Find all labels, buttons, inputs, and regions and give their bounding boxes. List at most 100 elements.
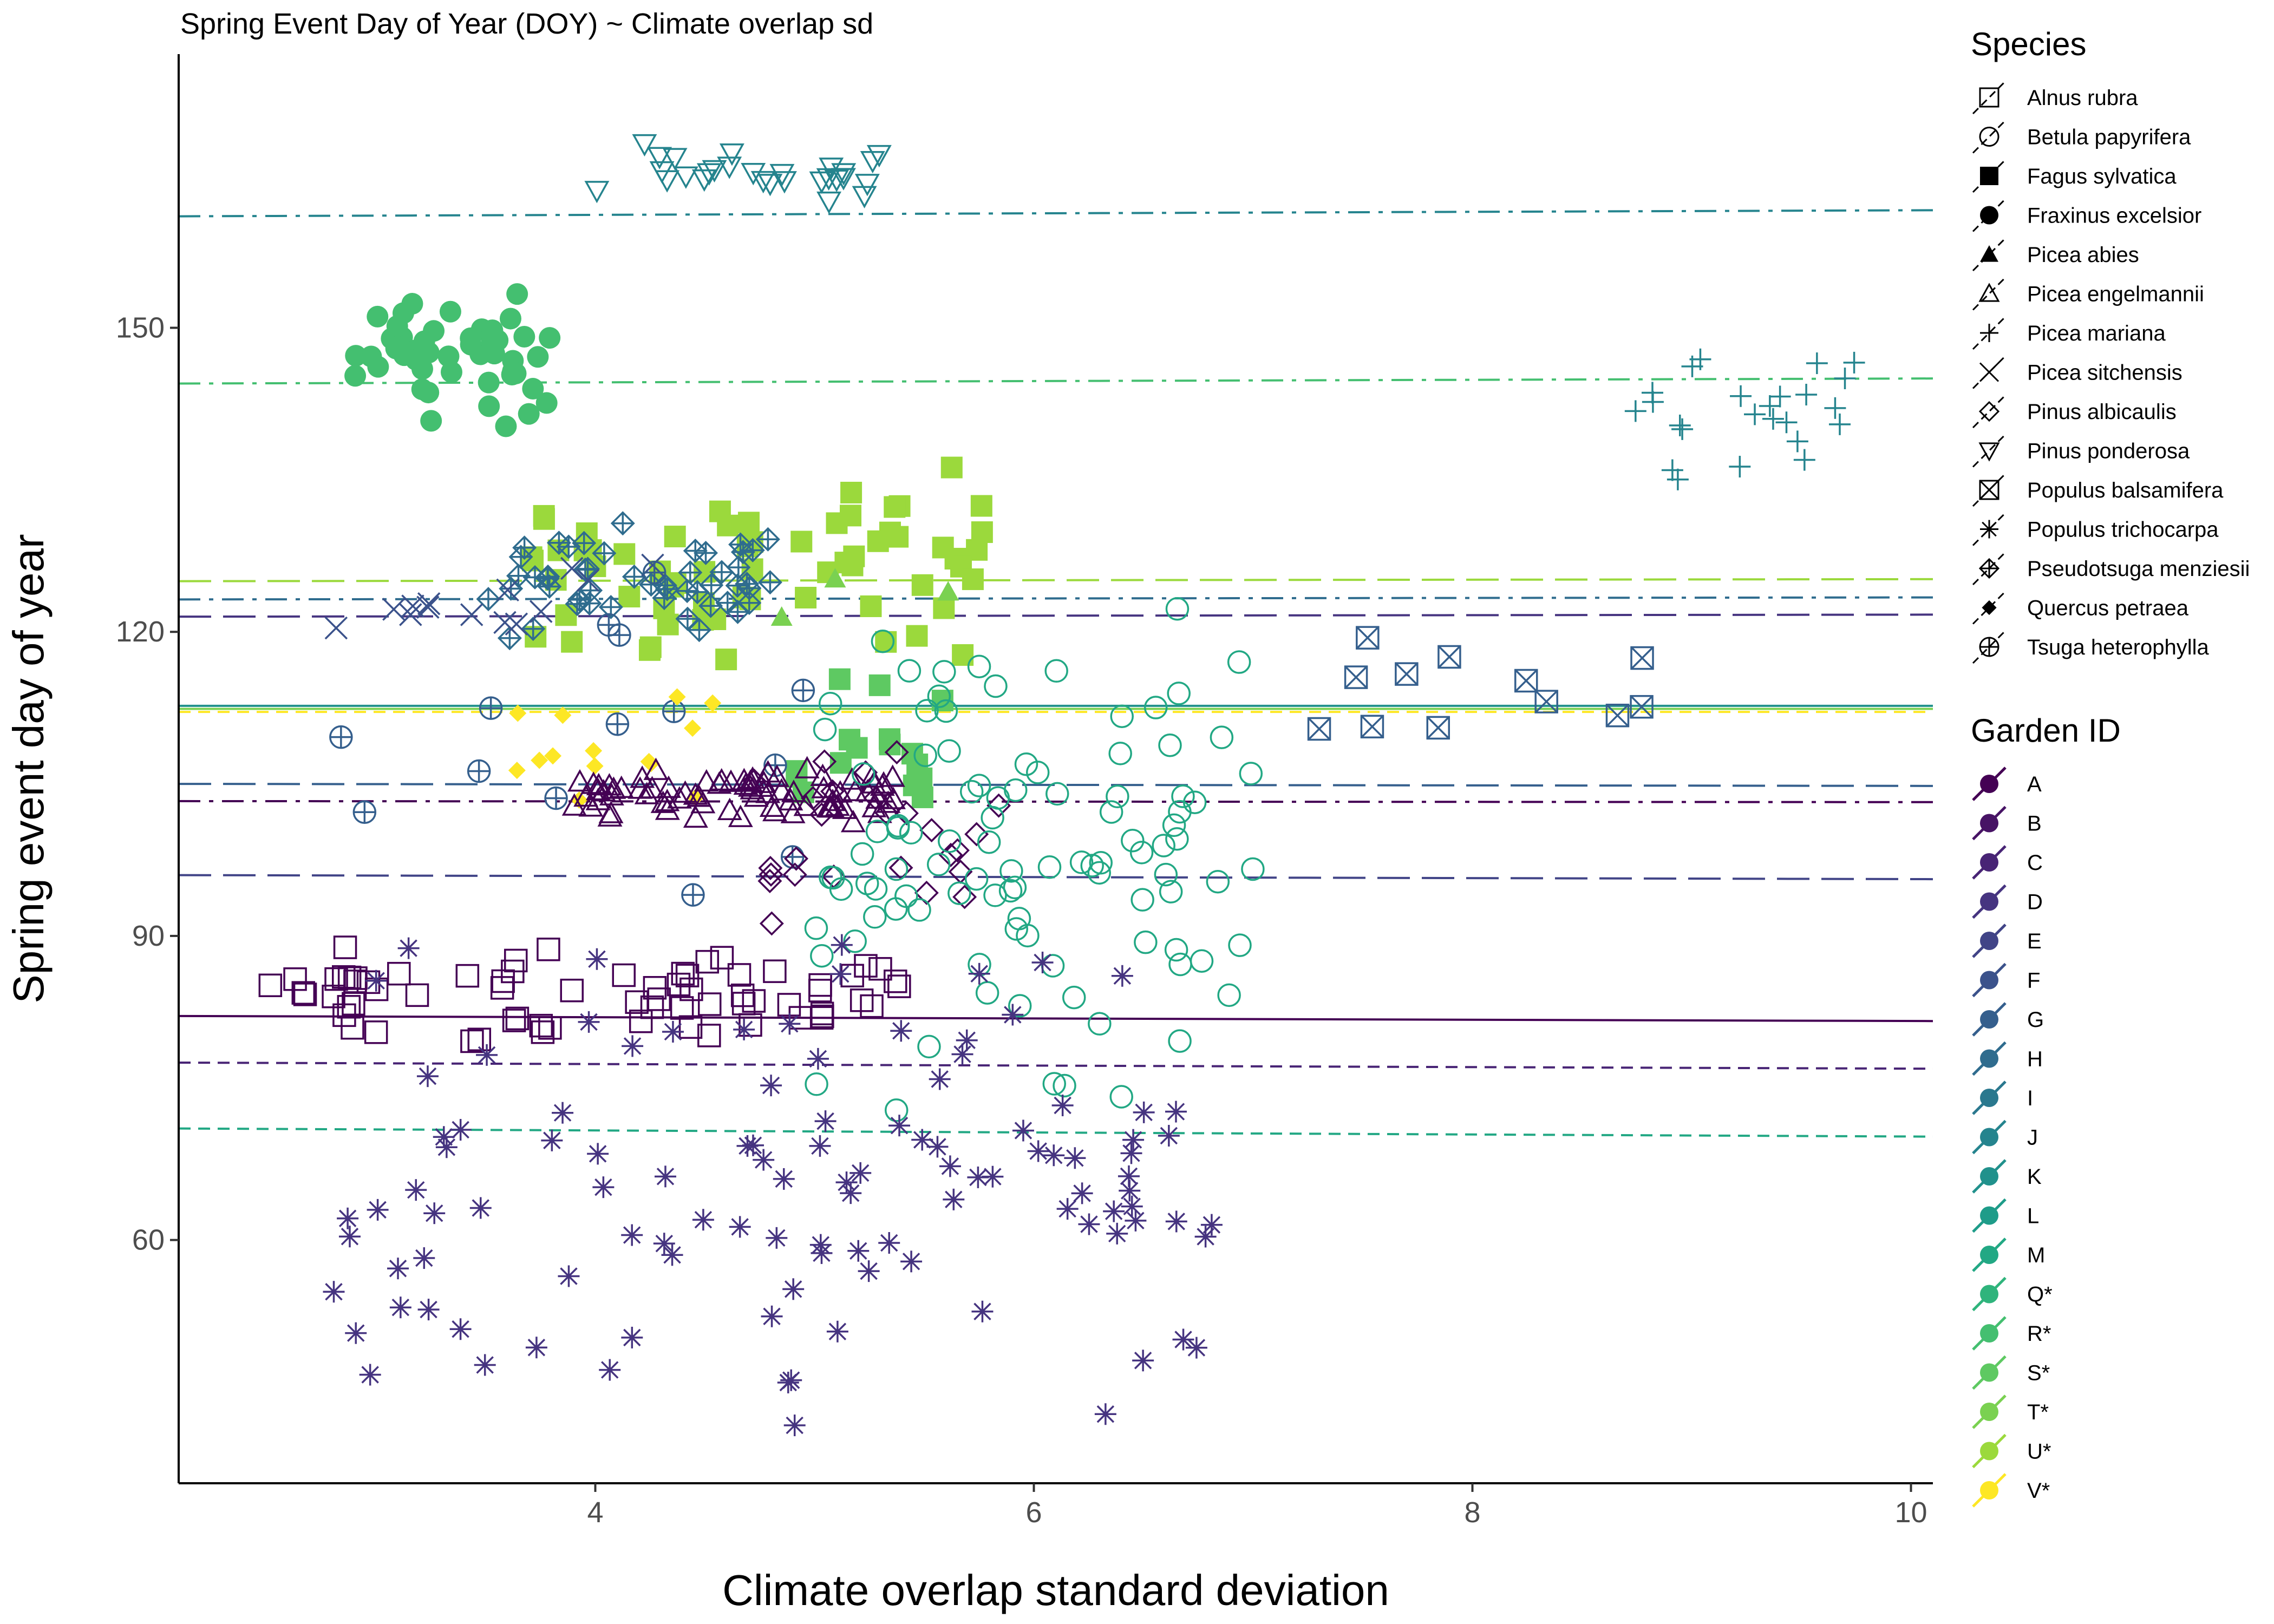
- data-point: [554, 706, 572, 724]
- data-point: [518, 403, 540, 425]
- x-axis-label: Climate overlap standard deviation: [722, 1566, 1389, 1614]
- species-legend-label: Pinus albicaulis: [2027, 400, 2177, 424]
- y-tick-label: 150: [116, 312, 165, 344]
- data-point: [1125, 1209, 1147, 1232]
- axes: [178, 54, 1933, 1484]
- data-point: [558, 1265, 580, 1287]
- data-point: [639, 572, 664, 597]
- data-point: [449, 1318, 472, 1340]
- data-point: [964, 822, 989, 847]
- data-point: [283, 967, 307, 991]
- data-point: [576, 522, 598, 545]
- data-point: [737, 591, 762, 615]
- data-point: [1162, 813, 1186, 837]
- data-point: [599, 1359, 621, 1381]
- species-legend-label: Populus trichocarpa: [2027, 518, 2219, 542]
- data-point: [887, 974, 911, 998]
- data-point: [999, 859, 1023, 883]
- data-point: [1014, 752, 1038, 776]
- data-point: [1356, 626, 1380, 650]
- data-point: [508, 762, 526, 780]
- data-point: [852, 762, 875, 786]
- data-point: [757, 570, 782, 595]
- data-point: [1004, 917, 1029, 941]
- garden-legend-label: I: [2027, 1086, 2033, 1110]
- data-point: [884, 857, 909, 881]
- data-point: [632, 134, 657, 157]
- data-point: [1003, 875, 1027, 900]
- data-point: [854, 954, 878, 978]
- data-point: [1762, 408, 1784, 430]
- species-legend-item: Picea abies: [1972, 237, 2139, 272]
- data-point: [587, 1143, 609, 1165]
- data-point: [1119, 1180, 1141, 1202]
- data-point: [843, 929, 867, 953]
- data-point: [755, 781, 781, 803]
- data-point: [932, 660, 956, 684]
- data-point: [890, 1020, 912, 1042]
- data-point: [840, 505, 862, 527]
- data-point: [1795, 383, 1818, 405]
- data-point: [576, 568, 600, 592]
- data-point: [729, 1216, 751, 1238]
- data-point: [1099, 800, 1123, 824]
- garden-legend-item: V*: [1972, 1473, 2050, 1508]
- data-point: [1168, 952, 1192, 977]
- garden-legend-label: V*: [2027, 1479, 2050, 1503]
- y-axis-label: Spring event day of year: [4, 534, 53, 1003]
- garden-legend-item: A: [1972, 767, 2042, 801]
- garden-legend-label: K: [2027, 1165, 2042, 1189]
- data-point: [420, 410, 442, 432]
- data-point: [531, 1020, 555, 1044]
- data-point: [506, 283, 528, 305]
- data-point: [1080, 854, 1104, 878]
- garden-legend-label: C: [2027, 851, 2043, 875]
- data-point: [416, 595, 440, 619]
- data-point: [324, 616, 348, 640]
- data-point: [1395, 662, 1419, 686]
- data-point: [513, 325, 535, 348]
- data-point: [727, 963, 752, 987]
- data-point: [666, 972, 691, 997]
- data-point: [411, 358, 433, 380]
- data-point: [474, 1354, 496, 1376]
- data-point: [367, 305, 389, 328]
- data-point: [469, 1197, 492, 1219]
- data-point: [914, 880, 939, 905]
- data-point: [840, 481, 862, 503]
- data-point: [634, 782, 659, 804]
- data-point: [757, 174, 783, 197]
- data-point: [780, 801, 806, 823]
- data-point: [504, 948, 528, 973]
- data-point: [840, 810, 866, 833]
- data-point: [733, 1018, 755, 1040]
- data-point: [1043, 1144, 1065, 1167]
- data-point: [917, 1034, 941, 1059]
- data-point: [1730, 385, 1752, 407]
- data-point: [718, 769, 743, 792]
- data-point: [1133, 1101, 1155, 1123]
- data-point: [460, 1029, 484, 1053]
- data-point: [755, 760, 781, 783]
- data-point: [933, 597, 955, 619]
- garden-legend-item: T*: [1972, 1394, 2049, 1429]
- data-point: [505, 362, 527, 384]
- data-point: [621, 1224, 643, 1246]
- data-point: [742, 768, 767, 793]
- data-point: [943, 1188, 965, 1210]
- data-point: [417, 592, 441, 615]
- data-point: [1044, 659, 1068, 683]
- data-point: [678, 560, 703, 585]
- data-point: [679, 977, 703, 1001]
- data-point: [1630, 646, 1654, 670]
- data-point: [967, 774, 991, 797]
- data-point: [868, 674, 891, 696]
- data-point: [1744, 403, 1766, 425]
- data-point: [809, 1135, 831, 1157]
- data-point: [529, 1013, 553, 1038]
- data-point: [1042, 1072, 1067, 1096]
- species-legend-label: Picea engelmannii: [2027, 283, 2204, 306]
- data-point: [850, 988, 874, 1012]
- data-point: [982, 1165, 1004, 1188]
- x-tick-label: 8: [1464, 1496, 1480, 1529]
